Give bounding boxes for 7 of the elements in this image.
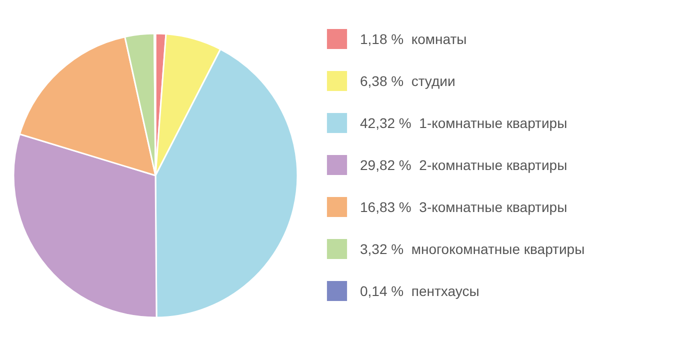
legend-label: 29,82 % 2-комнатные квартиры: [360, 156, 568, 175]
legend-label: 42,32 % 1-комнатные квартиры: [360, 114, 568, 133]
legend-label: 3,32 % многокомнатные квартиры: [360, 240, 585, 259]
legend-label: 16,83 % 3-комнатные квартиры: [360, 198, 568, 217]
legend-label: 6,38 % студии: [360, 72, 456, 91]
legend-label: 0,14 % пентхаусы: [360, 282, 480, 301]
legend-label: 1,18 % комнаты: [360, 30, 467, 48]
